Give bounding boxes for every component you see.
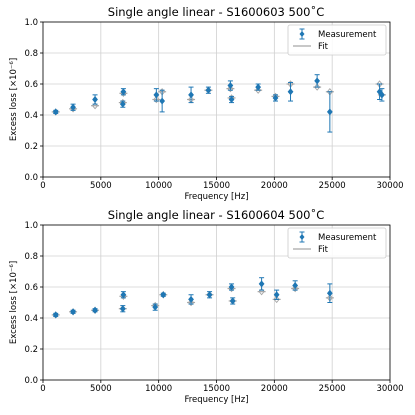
legend-fit-label: Fit (318, 245, 329, 255)
measurement-point (153, 88, 160, 102)
measurement-series (52, 74, 385, 133)
legend-measurement-marker (299, 231, 305, 243)
y-tick-label: 0.2 (24, 345, 38, 355)
measurement-point (292, 280, 299, 291)
y-tick-label: 1.0 (24, 221, 38, 231)
legend: Measurement Fit (287, 24, 387, 56)
fit-point (257, 287, 266, 296)
measurement-point (119, 100, 126, 108)
measurement-point (379, 88, 385, 102)
x-tick-label: 30000 (376, 181, 403, 191)
y-tick-label: 0.0 (24, 376, 38, 386)
measurement-point (273, 289, 280, 300)
measurement-point (120, 88, 127, 96)
legend-fit-label: Fit (318, 42, 329, 52)
x-tick-label: 25000 (319, 384, 346, 394)
y-tick-label: 0.8 (24, 49, 38, 59)
legend-measurement-label: Measurement (318, 30, 377, 40)
measurement-point (272, 94, 279, 102)
x-tick-label: 15000 (203, 384, 230, 394)
x-axis: 0 5000 10000 15000 20000 25000 30000 (40, 380, 404, 394)
x-axis-label: Frequency [Hz] (184, 395, 248, 405)
y-axis-label: Excess loss [×10⁻⁶] (9, 261, 19, 344)
measurement-point (206, 291, 213, 299)
measurement-point (159, 89, 166, 113)
measurement-point (205, 86, 212, 94)
chart-title: Single angle linear - S1600604 500˚C (108, 207, 324, 222)
x-tick-label: 0 (40, 384, 45, 394)
x-tick-label: 0 (40, 181, 45, 191)
chart-s1600603: Single angle linear - S1600603 500˚C 0 50… (9, 4, 404, 202)
measurement-point (188, 294, 194, 305)
measurement-series (52, 277, 333, 319)
y-tick-label: 0.8 (24, 252, 38, 262)
legend-box (287, 24, 387, 56)
measurement-point (52, 311, 59, 319)
measurement-point (92, 94, 98, 105)
y-tick-label: 0.6 (24, 283, 38, 293)
y-tick-label: 0.0 (24, 173, 38, 183)
measurement-point (229, 297, 236, 305)
legend: Measurement Fit (287, 227, 387, 259)
measurement-point (314, 74, 321, 88)
measurement-point (326, 283, 333, 303)
measurement-point (258, 277, 265, 291)
x-tick-label: 20000 (261, 384, 288, 394)
measurement-point (70, 103, 76, 111)
y-axis-label: Excess loss [×10⁻⁶] (9, 58, 19, 141)
legend-measurement-marker (299, 28, 305, 40)
measurement-point (188, 86, 194, 104)
y-tick-label: 0.6 (24, 80, 38, 90)
x-tick-label: 5000 (90, 384, 112, 394)
y-tick-label: 0.4 (24, 111, 38, 121)
measurement-point (120, 291, 127, 299)
y-axis: 0.0 0.2 0.4 0.6 0.8 1.0 (24, 18, 43, 183)
measurement-point (152, 303, 159, 311)
legend-box (287, 227, 387, 259)
x-tick-label: 5000 (90, 181, 112, 191)
fit-point (91, 101, 100, 110)
measurement-point (287, 81, 294, 102)
measurement-point (228, 283, 235, 291)
x-tick-label: 15000 (203, 181, 230, 191)
measurement-point (160, 291, 167, 299)
chart-s1600604: Single angle linear - S1600604 500˚C 0 50… (9, 207, 404, 405)
measurement-point (255, 83, 262, 91)
measurement-point (228, 95, 235, 104)
legend-measurement-label: Measurement (318, 233, 377, 243)
x-tick-label: 25000 (319, 181, 346, 191)
y-tick-label: 0.4 (24, 314, 38, 324)
x-tick-label: 20000 (261, 181, 288, 191)
x-tick-label: 30000 (376, 384, 403, 394)
measurement-point (70, 308, 76, 316)
x-axis: 0 5000 10000 15000 20000 25000 30000 (40, 177, 404, 191)
y-tick-label: 0.2 (24, 142, 38, 152)
measurement-point (52, 108, 59, 116)
x-tick-label: 10000 (145, 384, 172, 394)
measurement-point (119, 305, 126, 313)
chart-title: Single angle linear - S1600603 500˚C (108, 4, 324, 19)
y-axis: 0.0 0.2 0.4 0.6 0.8 1.0 (24, 221, 43, 386)
y-tick-label: 1.0 (24, 18, 38, 28)
x-tick-label: 10000 (145, 181, 172, 191)
x-axis-label: Frequency [Hz] (184, 192, 248, 202)
measurement-point (227, 80, 234, 91)
measurement-point (326, 91, 333, 133)
measurement-point (92, 306, 98, 314)
